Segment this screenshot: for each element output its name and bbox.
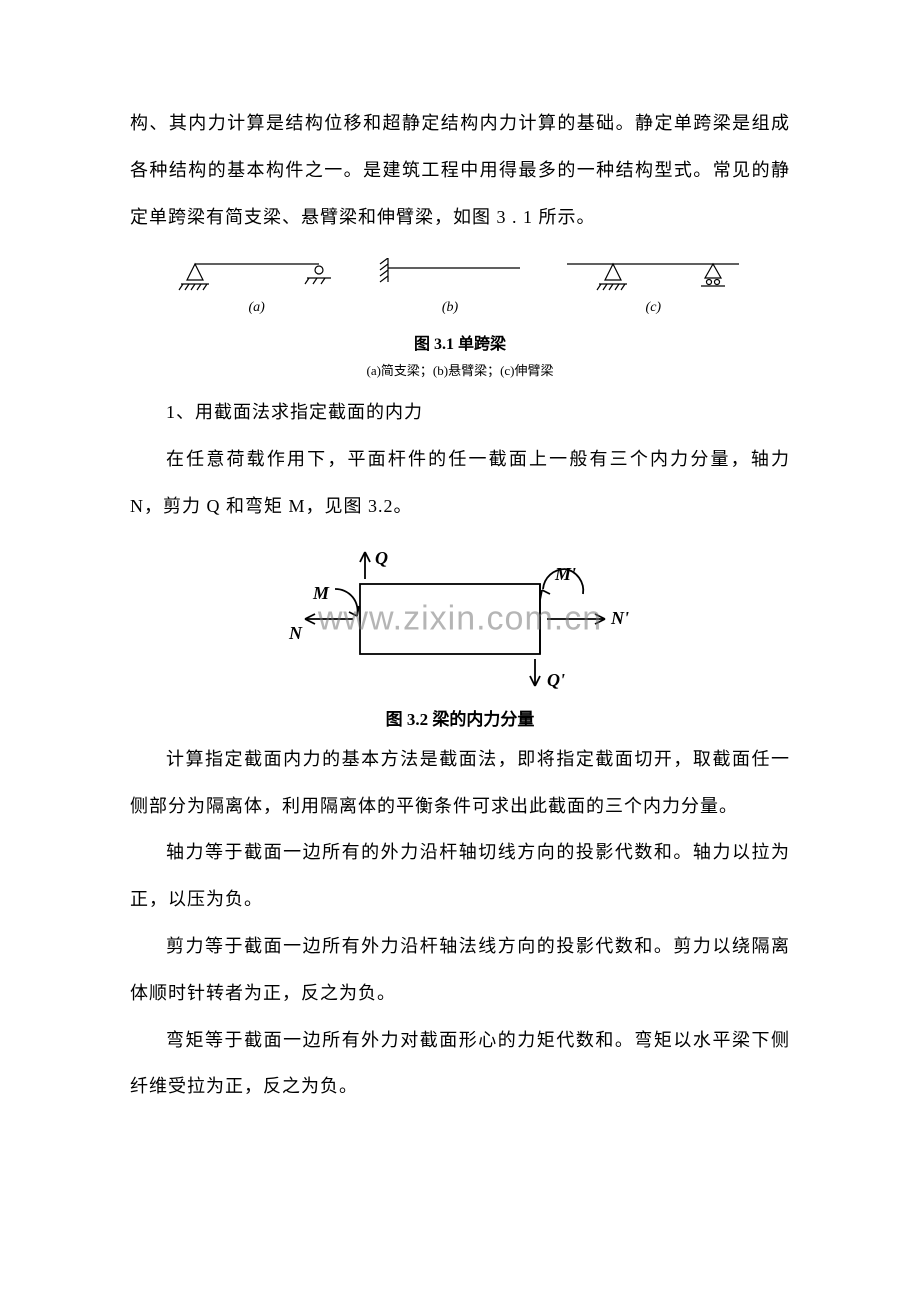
label-Q: Q — [375, 548, 388, 568]
label-M: M — [312, 583, 330, 603]
paragraph-1: 构、其内力计算是结构位移和超静定结构内力计算的基础。静定单跨梁是组成各种结构的基… — [130, 100, 790, 240]
figure-3-2-caption: 图 3.2 梁的内力分量 — [130, 705, 790, 730]
figure-3-1-diagrams: (a) (b) — [130, 258, 790, 316]
figure-3-2: Q M N M' N' Q' www.zixin.com.cn 图 3.2 梁的… — [130, 544, 790, 730]
label-Np: N' — [610, 608, 629, 628]
paragraph-5: 轴力等于截面一边所有的外力沿杆轴切线方向的投影代数和。轴力以拉为正，以压为负。 — [130, 829, 790, 923]
paragraph-3: 在任意荷载作用下，平面杆件的任一截面上一般有三个内力分量，轴力 N，剪力 Q 和… — [130, 436, 790, 530]
label-Qp: Q' — [547, 670, 565, 690]
paragraph-6: 剪力等于截面一边所有外力沿杆轴法线方向的投影代数和。剪力以绕隔离体顺时针转者为正… — [130, 923, 790, 1017]
paragraph-4: 计算指定截面内力的基本方法是截面法，即将指定截面切开，取截面任一侧部分为隔离体，… — [130, 736, 790, 830]
beam-simply-supported-icon — [177, 258, 337, 294]
label-Mp: M' — [554, 564, 576, 584]
subfig-a: (a) — [177, 258, 337, 316]
subfig-c-label: (c) — [646, 300, 662, 316]
beam-internal-forces-icon: Q M N M' N' Q' — [265, 544, 655, 694]
subfig-b: (b) — [370, 258, 530, 316]
figure-3-1-subcaption: (a)简支梁；(b)悬臂梁；(c)伸臂梁 — [130, 360, 790, 379]
beam-overhanging-icon — [563, 258, 743, 294]
subfig-b-label: (b) — [442, 300, 458, 316]
subfig-a-label: (a) — [248, 300, 264, 316]
paragraph-2: 1、用截面法求指定截面的内力 — [130, 389, 790, 436]
paragraph-7: 弯矩等于截面一边所有外力对截面形心的力矩代数和。弯矩以水平梁下侧纤维受拉为正，反… — [130, 1017, 790, 1111]
subfig-c: (c) — [563, 258, 743, 316]
figure-3-1-caption: 图 3.1 单跨梁 — [130, 330, 790, 354]
figure-3-1: (a) (b) — [130, 258, 790, 379]
beam-cantilever-icon — [370, 258, 530, 294]
label-N: N — [288, 623, 303, 643]
